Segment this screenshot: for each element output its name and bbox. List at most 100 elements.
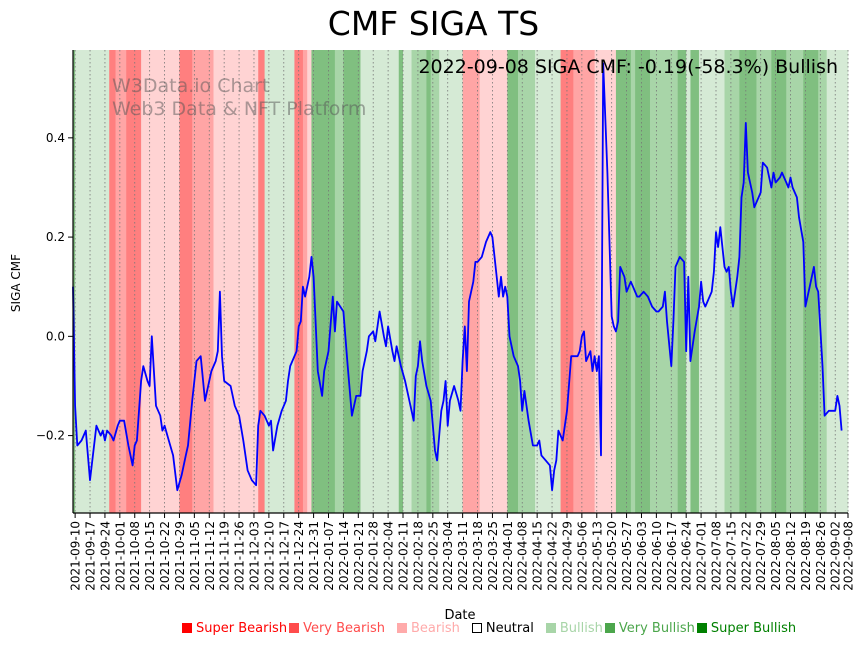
legend-item-super-bullish: Super Bullish	[696, 621, 797, 636]
band-super-bullish	[635, 50, 651, 513]
band-bearish	[213, 50, 259, 513]
x-tick-label: 2022-02-04	[382, 521, 396, 591]
band-super-bullish	[507, 50, 519, 513]
x-tick-label: 2022-02-18	[411, 521, 425, 591]
y-axis-label: SIGA CMF	[9, 254, 23, 312]
x-tick-label: 2022-05-27	[620, 521, 634, 591]
x-tick-label: 2021-11-26	[233, 521, 247, 591]
x-tick-label: 2021-10-08	[128, 521, 142, 591]
x-tick-label: 2021-10-01	[113, 521, 127, 591]
x-tick-label: 2022-08-19	[799, 521, 813, 591]
series-layer	[72, 62, 843, 492]
band-super-bullish	[739, 50, 757, 513]
band-super-bullish	[426, 50, 431, 513]
legend-item-super-bearish: Super Bearish	[182, 621, 287, 636]
x-tick-label: 2022-05-13	[590, 521, 604, 591]
band-super-bearish	[560, 50, 574, 513]
x-tick-label: 2022-05-20	[605, 521, 619, 591]
band-super-bearish	[109, 50, 116, 513]
x-tick-label: 2022-06-10	[650, 521, 664, 591]
x-tick-label: 2021-11-12	[203, 521, 217, 591]
x-tick-label: 2022-04-15	[531, 521, 545, 591]
band-very-bullish	[334, 50, 344, 513]
x-tick-label: 2021-12-31	[307, 521, 321, 591]
x-tick-label: 2022-04-22	[546, 521, 560, 591]
legend-label: Neutral	[485, 621, 534, 636]
x-tick-label: 2022-07-15	[724, 521, 738, 591]
band-bullish	[264, 50, 295, 513]
x-tick-label: 2022-04-08	[516, 521, 530, 591]
legend-item-neutral: Neutral	[471, 621, 534, 636]
legend-label: Super Bearish	[196, 621, 288, 636]
band-very-bearish	[573, 50, 595, 513]
x-tick-label: 2022-02-25	[426, 521, 440, 591]
band-very-bearish	[302, 50, 308, 513]
x-tick-label: 2022-01-28	[367, 521, 381, 591]
y-tick-label: 0.2	[46, 230, 65, 244]
x-tick-label: 2021-12-17	[277, 521, 291, 591]
legend: Super Bearish Very Bearish Bearish Neutral B…	[182, 621, 798, 636]
legend-label: Super Bullish	[710, 621, 797, 636]
legend-swatch-icon	[289, 623, 300, 633]
x-ticks: 2021-09-10 2021-09-17 2021-09-24 2021-10-01…	[69, 513, 856, 591]
band-super-bullish	[73, 50, 76, 513]
x-tick-label: 2021-11-19	[218, 521, 232, 591]
x-tick-label: 2022-01-21	[352, 521, 366, 591]
legend-swatch-icon	[545, 623, 556, 633]
band-super-bullish	[677, 50, 687, 513]
y-tick-label: 0.4	[46, 131, 65, 145]
legend-label: Very Bullish	[618, 621, 695, 636]
legend-item-very-bearish: Very Bearish	[289, 621, 385, 636]
legend-label: Bullish	[559, 621, 603, 636]
band-bullish	[698, 50, 725, 513]
legend-swatch-icon	[604, 623, 615, 633]
watermark-line-2: Web3 Data & NFT Platform	[112, 98, 366, 120]
legend-item-bearish: Bearish	[396, 621, 460, 636]
x-tick-label: 2021-09-24	[98, 521, 112, 591]
band-super-bullish	[615, 50, 632, 513]
x-tick-label: 2022-03-18	[471, 521, 485, 591]
x-tick-label: 2022-08-05	[769, 521, 783, 591]
band-very-bearish	[462, 50, 480, 513]
band-bearish	[307, 50, 312, 513]
x-axis-label: Date	[444, 608, 476, 623]
band-super-bullish	[398, 50, 404, 513]
legend-swatch-icon	[182, 623, 192, 633]
x-tick-label: 2022-08-26	[814, 521, 828, 591]
x-tick-label: 2022-01-14	[337, 521, 351, 591]
latest-value-annotation: 2022-09-08 SIGA CMF: -0.19(-58.3%) Bulli…	[418, 56, 838, 78]
band-super-bearish	[258, 50, 265, 513]
sentiment-bands	[73, 50, 849, 513]
x-tick-label: 2022-02-11	[397, 521, 411, 591]
band-super-bullish	[690, 50, 700, 513]
legend-swatch-icon	[471, 623, 482, 633]
band-super-bullish	[311, 50, 336, 513]
y-tick-label: −0.2	[36, 429, 65, 443]
band-very-bullish	[630, 50, 636, 513]
x-tick-label: 2022-06-24	[680, 521, 694, 591]
x-tick-label: 2021-10-15	[143, 521, 157, 591]
legend-label: Bearish	[410, 621, 460, 636]
band-super-bearish	[126, 50, 142, 513]
x-tick-label: 2022-07-29	[754, 521, 768, 591]
legend-item-very-bullish: Very Bullish	[604, 621, 695, 636]
x-tick-label: 2021-09-17	[84, 521, 98, 591]
x-tick-label: 2022-09-02	[829, 521, 843, 591]
x-tick-label: 2022-03-04	[441, 521, 455, 591]
band-very-bullish	[517, 50, 536, 513]
band-very-bearish	[192, 50, 214, 513]
x-tick-label: 2021-09-10	[69, 521, 83, 591]
x-tick-label: 2022-05-06	[575, 521, 589, 591]
band-very-bullish	[411, 50, 427, 513]
x-tick-label: 2022-07-01	[695, 521, 709, 591]
band-very-bullish	[756, 50, 772, 513]
legend-swatch-icon	[396, 623, 407, 633]
y-ticks: −0.2 0.0 0.2 0.4	[36, 131, 73, 443]
band-very-bullish	[649, 50, 678, 513]
band-bearish	[141, 50, 180, 513]
band-bullish	[826, 50, 849, 513]
x-tick-label: 2022-07-22	[739, 521, 753, 591]
band-very-bullish	[724, 50, 740, 513]
band-super-bearish	[294, 50, 304, 513]
band-very-bearish	[115, 50, 127, 513]
